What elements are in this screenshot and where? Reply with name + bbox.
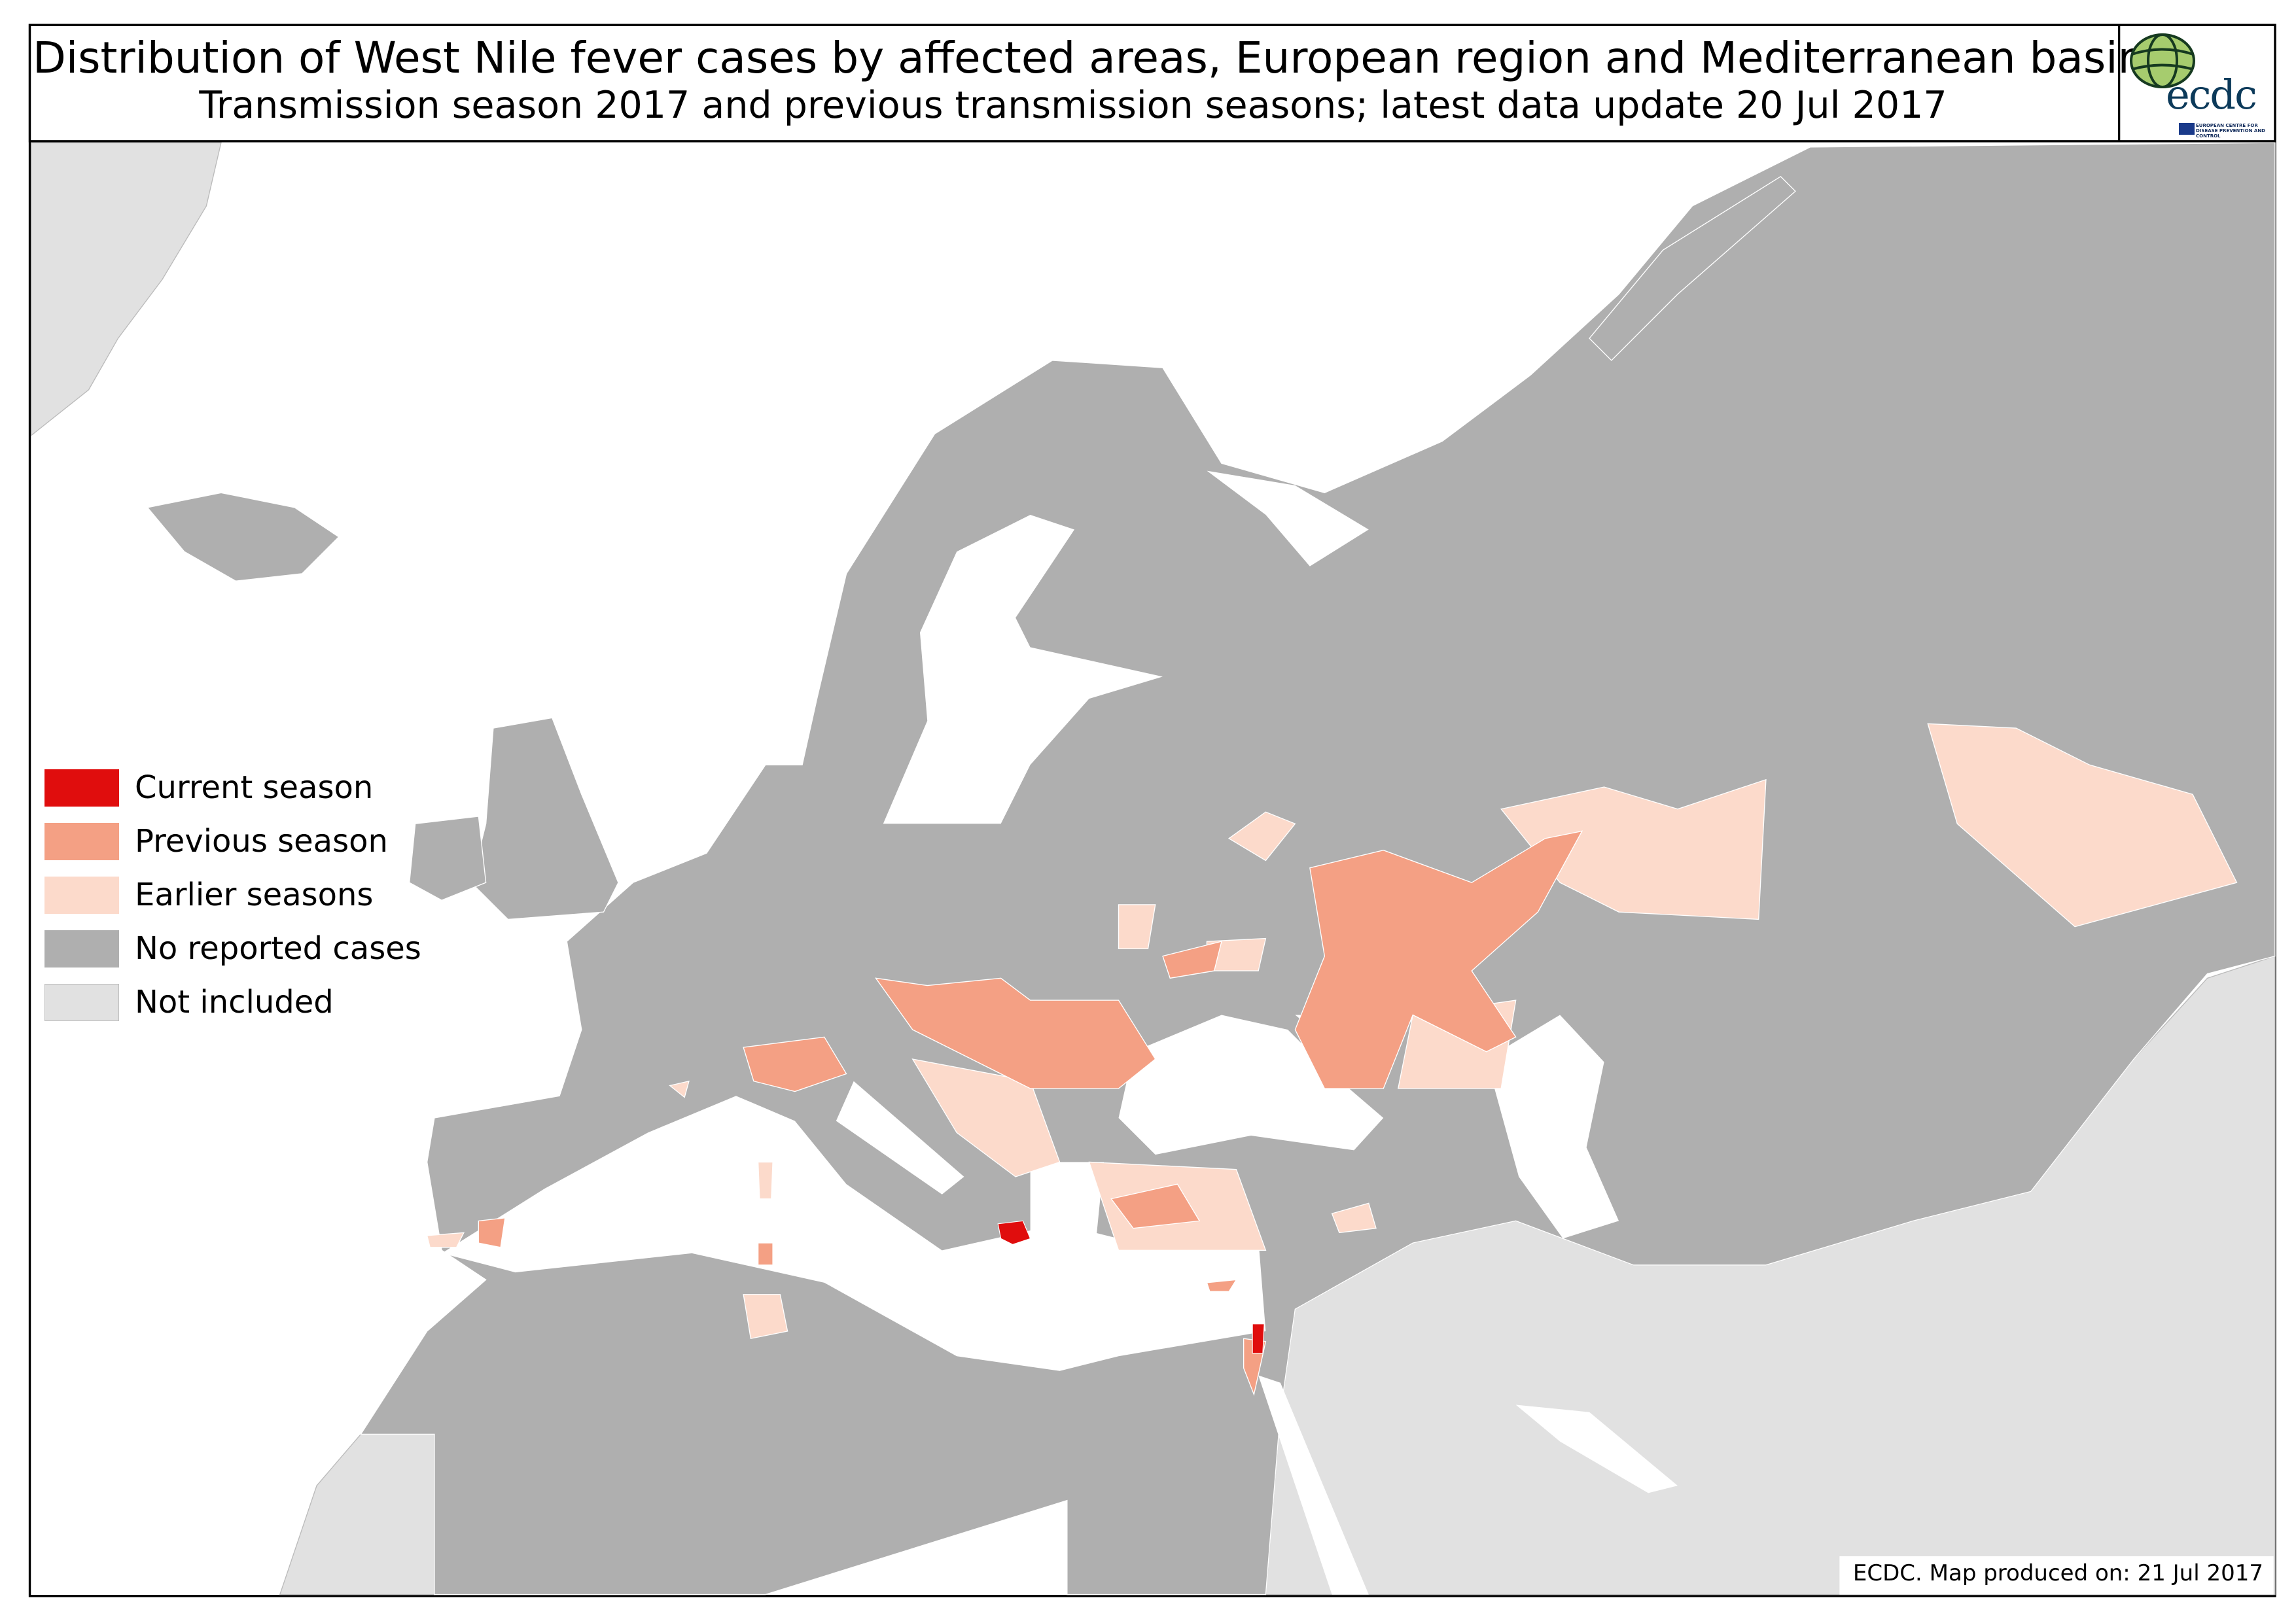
area-turkey-west: [1110, 1183, 1201, 1229]
legend-item-not-included: Not included: [44, 975, 421, 1029]
globe-icon: [2130, 33, 2195, 88]
map-footer: ECDC. Map produced on: 21 Jul 2017: [1852, 1560, 2263, 1586]
area-turkey-east: [1331, 1202, 1377, 1234]
area-greece-current: [997, 1220, 1031, 1245]
iceland: [147, 492, 340, 582]
adriatic-sea: [836, 1081, 964, 1194]
area-tunisia-north: [757, 1242, 773, 1266]
area-portugal: [426, 1232, 465, 1248]
map-subtitle: Transmission season 2017 and previous tr…: [199, 84, 1947, 127]
area-hungary-romania: [875, 977, 1156, 1089]
black-sea: [1118, 1015, 1384, 1155]
legend-label: Earlier seasons: [135, 877, 374, 913]
legend-label: Current season: [135, 769, 374, 806]
baltic-sea: [883, 515, 1163, 824]
legend-swatch-current: [44, 769, 119, 807]
header-box: [28, 24, 2276, 143]
area-bulgaria: [1162, 941, 1222, 979]
area-russia-west: [1227, 811, 1296, 862]
previous-season-areas: [478, 830, 1583, 1397]
footer-bg: [1839, 1556, 2274, 1595]
aegean-sea: [1030, 1162, 1104, 1236]
greenland-not-included: [31, 142, 222, 436]
legend-swatch-earlier: [44, 876, 119, 914]
area-ukraine: [1118, 904, 1156, 950]
legend-swatch-not-included: [44, 983, 119, 1021]
legend-item-no-cases: No reported cases: [44, 922, 421, 975]
area-israel-current: [1252, 1323, 1265, 1354]
legend-swatch-no-cases: [44, 930, 119, 967]
mediterranean-sea: [442, 1096, 1266, 1371]
legend-item-current: Current season: [44, 761, 421, 814]
legend-swatch-previous: [44, 822, 119, 860]
area-sardinia: [757, 1161, 773, 1200]
red-sea: [1258, 1375, 1369, 1595]
earlier-seasons-areas: [426, 723, 2238, 1340]
area-france: [669, 1080, 690, 1098]
area-spain-south: [478, 1217, 506, 1248]
persian-gulf: [1515, 1404, 1678, 1493]
logo-subtext: EUROPEAN CENTRE FOR DISEASE PREVENTION A…: [2196, 123, 2265, 139]
legend-label: Previous season: [135, 823, 388, 860]
caspian-sea: [1486, 1015, 1619, 1239]
ecdc-logo: ecdc EUROPEAN CENTRE FOR DISEASE PREVENT…: [2127, 31, 2272, 139]
legend-label: Not included: [135, 984, 334, 1020]
area-north-italy: [743, 1036, 847, 1092]
area-tunisia: [743, 1294, 788, 1340]
legend-label: No reported cases: [135, 930, 421, 967]
ireland: [408, 816, 487, 901]
legend-item-earlier: Earlier seasons: [44, 868, 421, 922]
seas: [442, 470, 1678, 1595]
eu-flag-icon: [2179, 123, 2195, 135]
logo-text: ecdc: [2166, 71, 2257, 118]
current-season-areas: [997, 1220, 1265, 1354]
area-siberia: [1927, 723, 2238, 928]
map-title: Distribution of West Nile fever cases by…: [33, 33, 2146, 83]
white-sea: [1207, 470, 1369, 566]
area-kazakhstan: [1500, 778, 1767, 920]
legend-item-previous: Previous season: [44, 814, 421, 868]
area-cyprus: [1206, 1279, 1237, 1292]
legend: Current season Previous season Earlier s…: [44, 761, 421, 1029]
area-russia-south: [1294, 830, 1583, 1089]
novaya-zemlya: [1589, 175, 1796, 361]
